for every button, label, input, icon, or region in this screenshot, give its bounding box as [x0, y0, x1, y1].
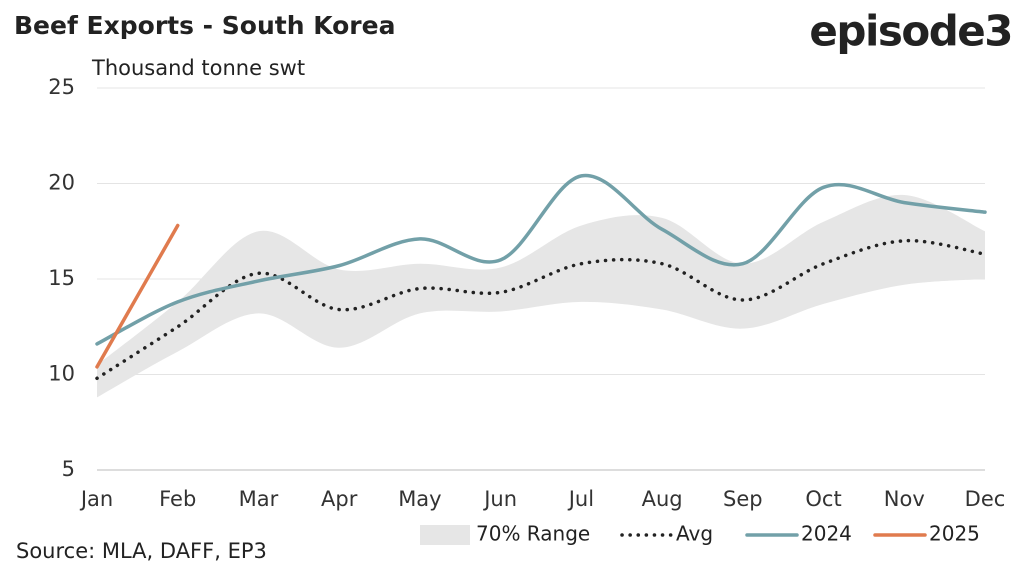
x-tick-label: Mar [239, 487, 279, 511]
source: Source: MLA, DAFF, EP3 [16, 539, 267, 563]
x-tick-label: Sep [723, 487, 763, 511]
x-tick-label: Jul [567, 487, 594, 511]
x-tick-label: Jan [79, 487, 113, 511]
y-tick-label: 5 [62, 457, 75, 481]
legend-swatch [420, 525, 470, 545]
y-tick-label: 15 [48, 266, 75, 290]
range-band [97, 194, 985, 398]
series-line [95, 223, 180, 369]
legend-label: Avg [676, 522, 713, 546]
y-tick-label: 10 [48, 362, 75, 386]
x-tick-label: Jun [482, 487, 517, 511]
legend-label: 70% Range [476, 522, 590, 546]
x-tick-label: Feb [159, 487, 196, 511]
avg-line [95, 238, 987, 381]
legend-label: 2024 [801, 522, 852, 546]
x-tick-label: May [398, 487, 441, 511]
x-tick-label: Aug [642, 487, 683, 511]
series-line [95, 173, 987, 346]
x-tick-label: Oct [805, 487, 841, 511]
legend-label: 2025 [929, 522, 980, 546]
logo: episode3 [809, 7, 1012, 56]
x-tick-label: Nov [884, 487, 925, 511]
y-axis-label: Thousand tonne swt [91, 56, 305, 80]
y-tick-label: 20 [48, 171, 75, 195]
x-tick-label: Dec [965, 487, 1006, 511]
y-tick-label: 25 [48, 75, 75, 99]
x-tick-label: Apr [321, 487, 358, 511]
chart-title: Beef Exports - South Korea [14, 11, 395, 40]
